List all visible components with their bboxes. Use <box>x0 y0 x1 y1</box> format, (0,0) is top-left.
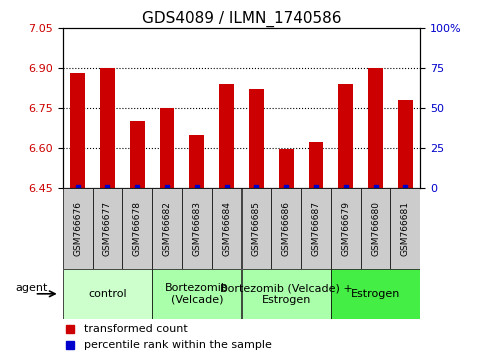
Bar <box>279 149 294 188</box>
Bar <box>70 74 85 188</box>
Bar <box>93 188 122 269</box>
Text: GSM766687: GSM766687 <box>312 201 320 256</box>
Bar <box>219 84 234 188</box>
Bar <box>301 188 331 269</box>
Bar <box>271 188 301 269</box>
Bar <box>242 188 271 269</box>
Text: GSM766685: GSM766685 <box>252 201 261 256</box>
Text: agent: agent <box>15 283 48 293</box>
Text: GSM766677: GSM766677 <box>103 201 112 256</box>
Bar <box>390 188 420 269</box>
Bar <box>249 90 264 188</box>
Text: control: control <box>88 289 127 299</box>
Bar <box>398 100 413 188</box>
Bar <box>100 68 115 188</box>
Bar <box>159 108 174 188</box>
Bar <box>182 188 212 269</box>
Text: GSM766684: GSM766684 <box>222 201 231 256</box>
Text: Bortezomib
(Velcade): Bortezomib (Velcade) <box>165 283 229 305</box>
Text: Estrogen: Estrogen <box>351 289 400 299</box>
Bar <box>331 269 420 319</box>
Text: Bortezomib (Velcade) +
Estrogen: Bortezomib (Velcade) + Estrogen <box>220 283 353 305</box>
Text: GSM766680: GSM766680 <box>371 201 380 256</box>
Text: GDS4089 / ILMN_1740586: GDS4089 / ILMN_1740586 <box>142 11 341 27</box>
Text: GSM766681: GSM766681 <box>401 201 410 256</box>
Bar <box>122 188 152 269</box>
Text: GSM766683: GSM766683 <box>192 201 201 256</box>
Bar <box>331 188 361 269</box>
Bar <box>242 269 331 319</box>
Text: GSM766686: GSM766686 <box>282 201 291 256</box>
Text: GSM766678: GSM766678 <box>133 201 142 256</box>
Bar <box>152 188 182 269</box>
Bar <box>212 188 242 269</box>
Text: GSM766679: GSM766679 <box>341 201 350 256</box>
Bar <box>361 188 390 269</box>
Text: transformed count: transformed count <box>84 324 188 333</box>
Text: GSM766676: GSM766676 <box>73 201 82 256</box>
Bar <box>309 143 324 188</box>
Bar <box>152 269 242 319</box>
Bar <box>130 121 145 188</box>
Text: GSM766682: GSM766682 <box>163 201 171 256</box>
Bar <box>63 269 152 319</box>
Text: percentile rank within the sample: percentile rank within the sample <box>84 340 272 350</box>
Bar <box>368 68 383 188</box>
Bar <box>63 188 93 269</box>
Bar <box>189 135 204 188</box>
Bar <box>338 84 353 188</box>
